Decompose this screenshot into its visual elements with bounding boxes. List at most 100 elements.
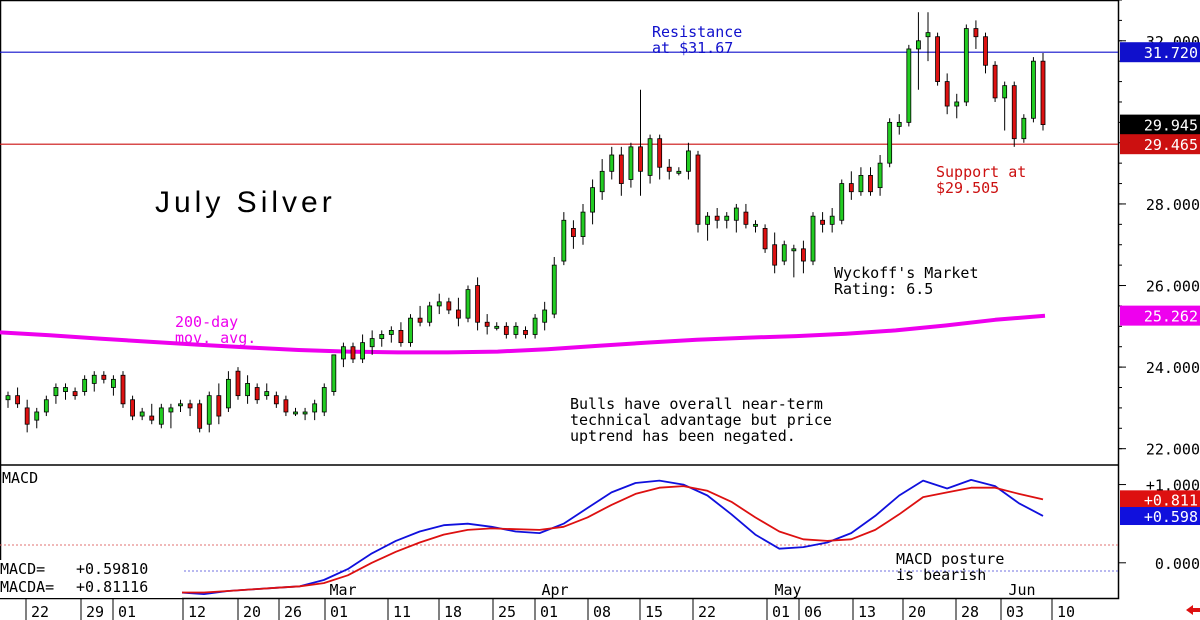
candle xyxy=(15,387,20,408)
candle xyxy=(551,256,557,319)
rating-label-line2: Rating: 6.5 xyxy=(834,280,933,298)
svg-text:31.720: 31.720 xyxy=(1144,44,1198,62)
candle xyxy=(925,12,931,62)
candle xyxy=(820,212,825,233)
candle xyxy=(781,240,787,266)
date-label: 11 xyxy=(393,603,411,620)
date-label: 01 xyxy=(330,603,348,620)
candle xyxy=(24,399,30,433)
resistance-label-line1: Resistance xyxy=(652,23,742,41)
svg-text:29.465: 29.465 xyxy=(1144,136,1198,154)
candle xyxy=(111,375,116,396)
candle xyxy=(858,167,864,196)
candle xyxy=(944,73,950,115)
macd-tick-label: +1.000 xyxy=(1146,477,1200,495)
date-label: 22 xyxy=(31,603,49,620)
red-arrow-icon xyxy=(1186,605,1200,615)
candle xyxy=(1011,81,1017,147)
candle xyxy=(542,301,548,331)
candle xyxy=(446,297,452,315)
candle xyxy=(829,208,835,233)
macd-series-1 xyxy=(180,485,1044,594)
candle xyxy=(992,61,998,102)
candle xyxy=(5,391,11,408)
candle xyxy=(379,330,385,347)
candle xyxy=(772,232,778,274)
candle xyxy=(647,134,653,184)
candle xyxy=(91,371,97,392)
candle xyxy=(973,20,979,49)
candle xyxy=(273,391,279,408)
candle xyxy=(666,159,672,180)
moving-average-200 xyxy=(0,313,1046,355)
candle xyxy=(839,179,845,225)
candle xyxy=(456,297,461,327)
candle xyxy=(226,371,231,412)
macd-title: MACD xyxy=(2,469,38,487)
candle xyxy=(264,383,270,400)
macd-tags: +0.811+0.598 xyxy=(1120,490,1200,526)
candle xyxy=(810,212,816,266)
candle xyxy=(762,224,768,253)
candle xyxy=(686,142,691,180)
date-label: 15 xyxy=(645,603,663,620)
date-label: 01 xyxy=(540,603,558,620)
candle xyxy=(532,314,538,339)
candle xyxy=(494,322,500,331)
candle xyxy=(254,383,260,404)
candle xyxy=(360,334,365,364)
candle xyxy=(503,322,509,339)
price-tag: 25.262 xyxy=(1120,305,1200,326)
resistance-label-line2: at $31.67 xyxy=(652,39,733,57)
candle xyxy=(954,93,960,119)
candle xyxy=(887,118,893,168)
macd-axis-ticks: +1.000 0.000 xyxy=(1118,477,1200,573)
candle xyxy=(436,293,442,315)
candle xyxy=(609,146,615,180)
candle xyxy=(43,395,49,417)
candle xyxy=(101,371,107,384)
candle xyxy=(206,391,212,433)
chart-frame xyxy=(0,0,1120,600)
date-label: 18 xyxy=(444,603,462,620)
price-tick-label: 24.000 xyxy=(1146,359,1200,377)
candle xyxy=(120,371,126,408)
comment-line1: Bulls have overall near-term xyxy=(570,395,823,413)
date-label: 06 xyxy=(804,603,822,620)
chart-title: July Silver xyxy=(155,186,336,219)
candle xyxy=(733,203,739,233)
date-label: 10 xyxy=(1057,603,1075,620)
support-label-line1: Support at xyxy=(936,163,1026,181)
macd-tag: +0.598 xyxy=(1120,507,1200,526)
date-label: 22 xyxy=(698,603,716,620)
macda-readout-label: MACDA= xyxy=(0,578,54,596)
candle xyxy=(484,314,490,335)
candle xyxy=(1021,114,1027,143)
candle xyxy=(983,32,988,74)
candle xyxy=(398,322,404,347)
date-label: 20 xyxy=(908,603,926,620)
candle xyxy=(235,367,241,400)
candle xyxy=(149,403,155,425)
candle xyxy=(753,220,758,233)
candle xyxy=(139,407,145,421)
date-label: 25 xyxy=(498,603,516,620)
candle xyxy=(561,212,567,266)
comment-line2: technical advantage but price xyxy=(570,411,832,429)
date-label: 29 xyxy=(86,603,104,620)
candle xyxy=(963,24,969,107)
candle xyxy=(465,285,471,323)
macd-readout-value: +0.59810 xyxy=(76,560,148,578)
candle xyxy=(523,326,528,339)
month-axis: Mar Apr May Jun xyxy=(329,581,1035,599)
candle xyxy=(848,171,854,200)
candle xyxy=(158,403,164,429)
candle xyxy=(801,240,806,274)
month-label: Apr xyxy=(541,581,568,599)
price-tag: 31.720 xyxy=(1120,42,1200,63)
candle xyxy=(705,212,710,241)
candle xyxy=(293,407,298,417)
candle xyxy=(1040,53,1046,131)
comment-line3: uptrend has been negated. xyxy=(570,427,796,445)
